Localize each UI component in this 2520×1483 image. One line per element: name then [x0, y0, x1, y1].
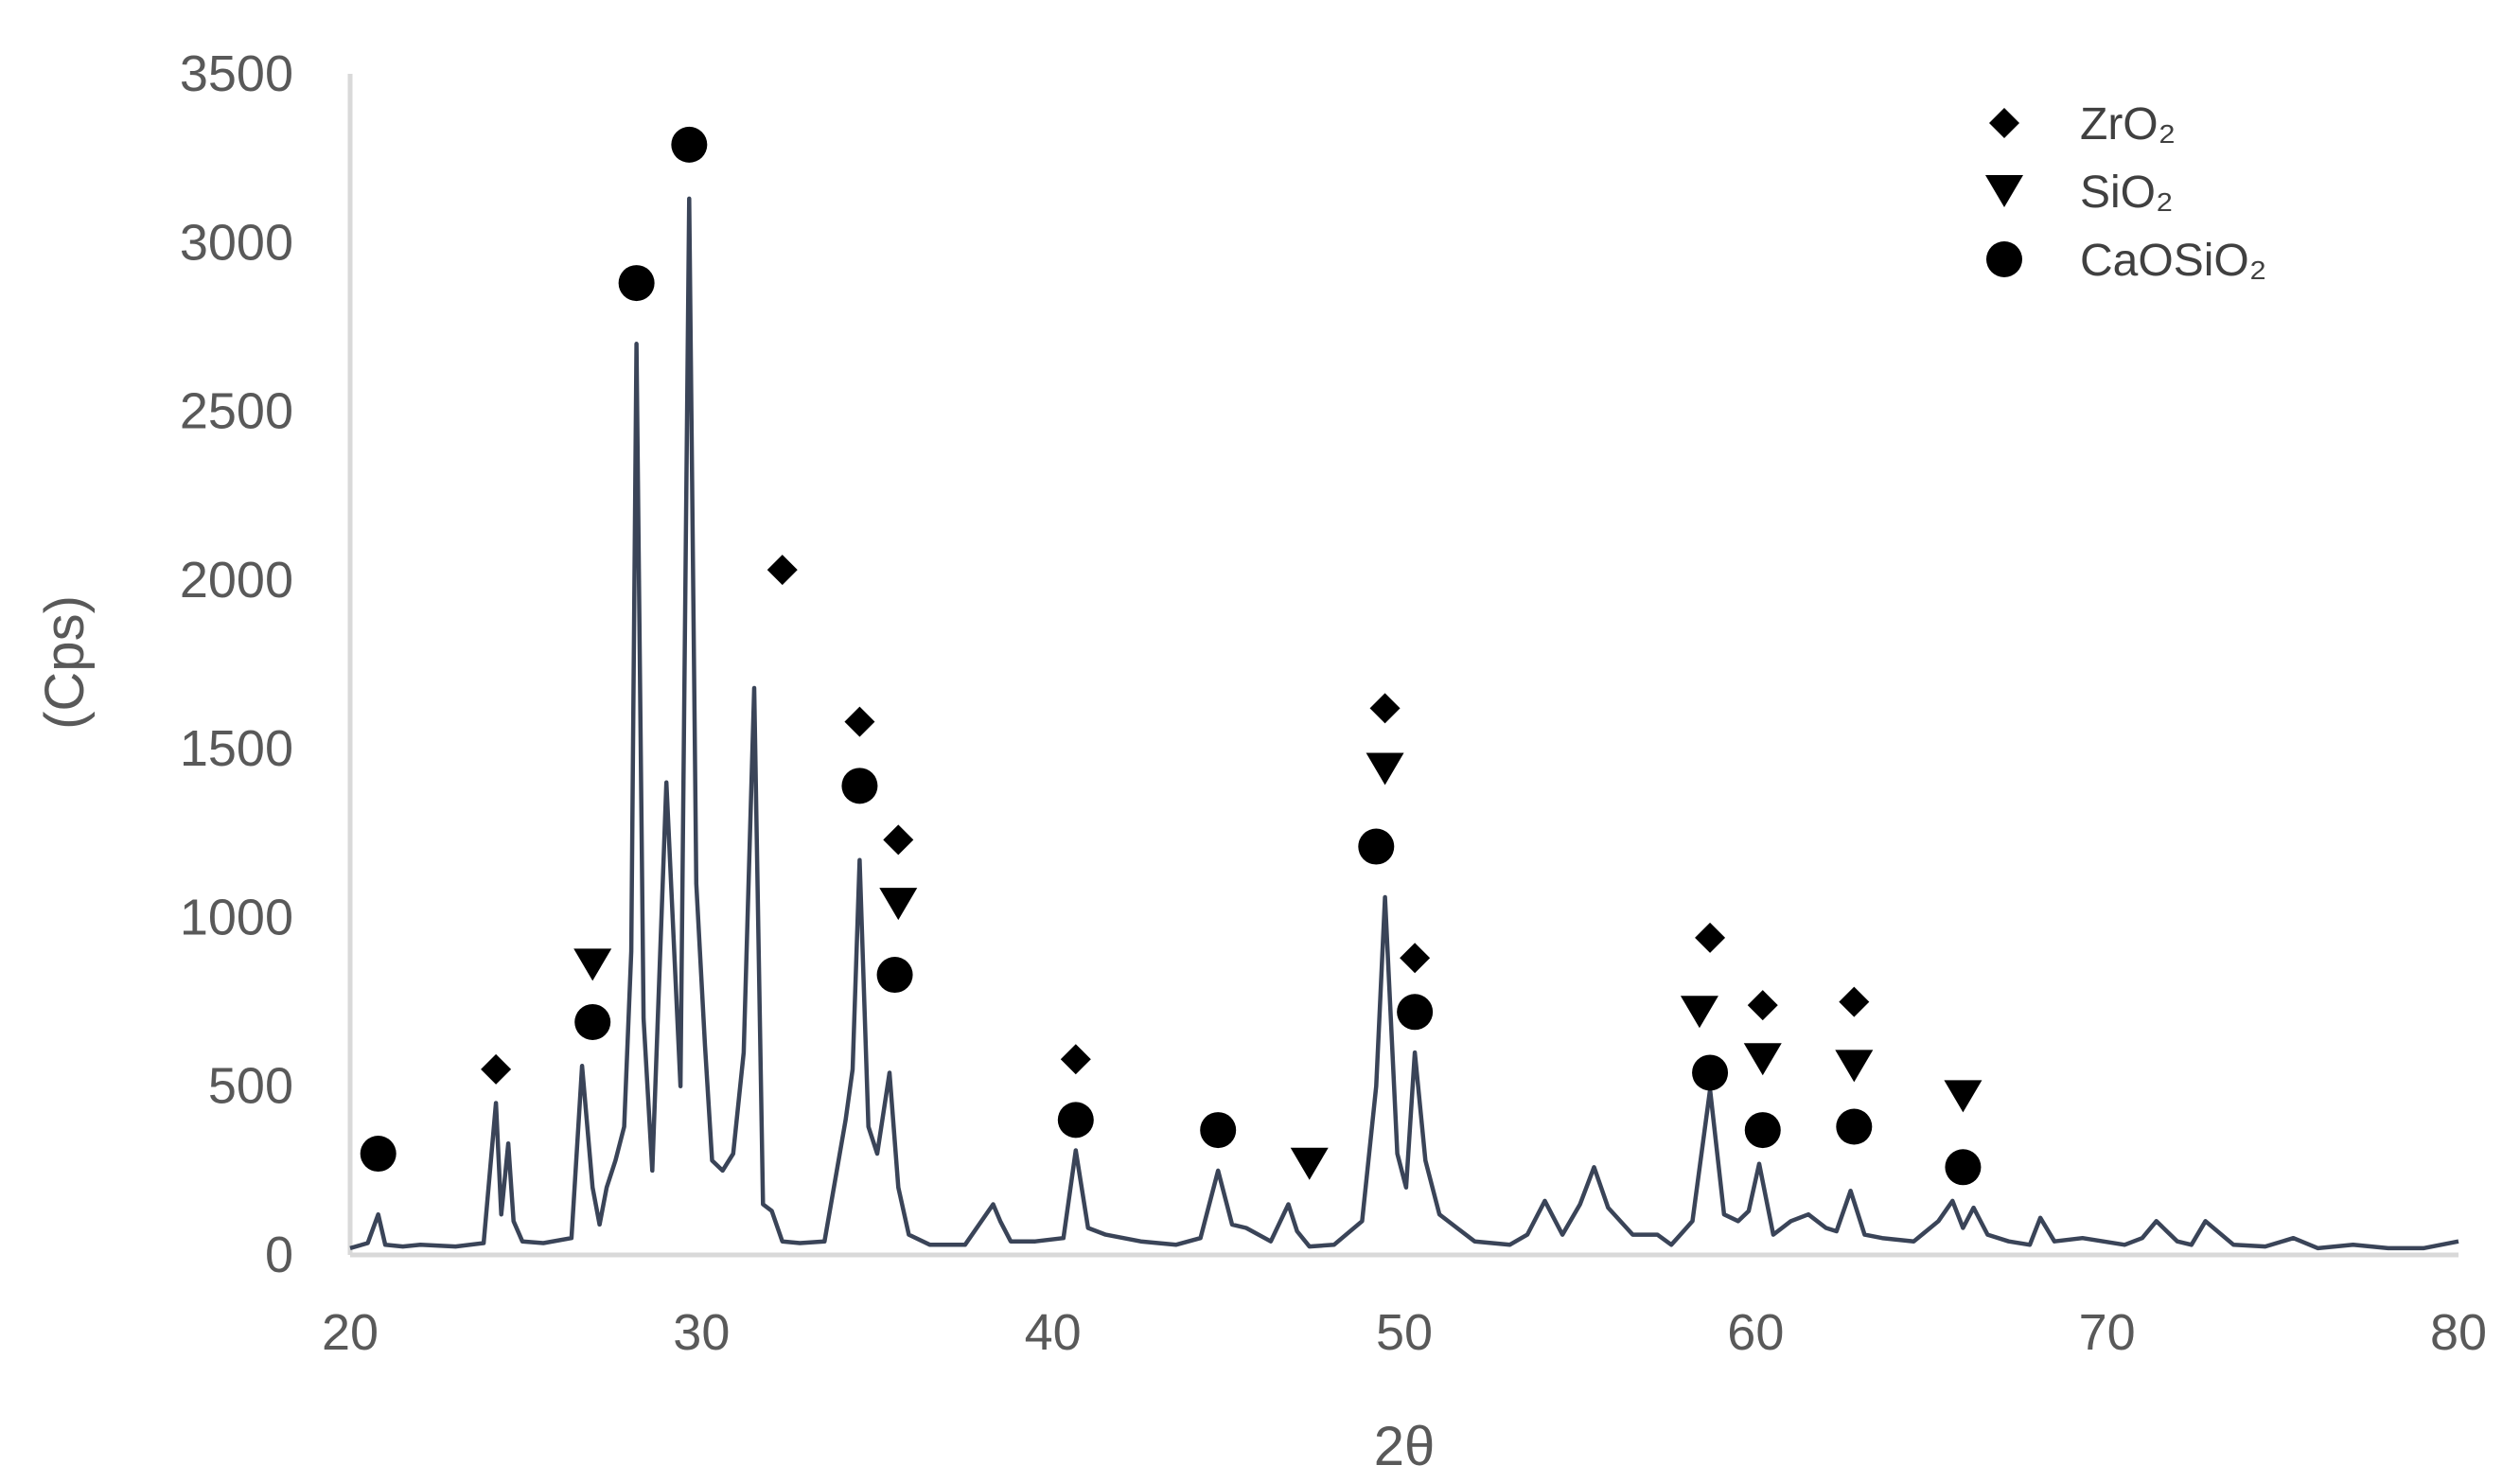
y-tick-label: 500	[208, 1058, 293, 1115]
diamond-peak-marker	[481, 1053, 512, 1085]
y-tick-labels: 0 500 1000 1500 2000 2500 3000 3500	[180, 45, 293, 1283]
axes	[347, 74, 2458, 1258]
triangle-down-peak-marker	[573, 948, 612, 981]
circle-peak-marker	[574, 1003, 611, 1040]
diamond-peak-marker	[1747, 990, 1778, 1021]
peak-markers	[360, 126, 1983, 1186]
x-tick-label: 70	[2079, 1304, 2136, 1361]
diamond-peak-marker	[1369, 693, 1401, 724]
legend-diamond-marker	[1989, 108, 2019, 138]
y-tick-label: 2500	[180, 383, 293, 440]
legend-label: SiO₂	[2080, 168, 2174, 218]
legend-label: CaOSiO₂	[2080, 236, 2266, 286]
triangle-down-peak-marker	[1835, 1050, 1874, 1083]
diamond-peak-marker	[883, 824, 914, 856]
circle-peak-marker	[1200, 1112, 1237, 1149]
legend-label: ZrO₂	[2080, 99, 2176, 150]
circle-peak-marker	[841, 768, 878, 804]
diamond-peak-marker	[767, 555, 798, 586]
y-tick-label: 1000	[180, 889, 293, 945]
y-tick-label: 1500	[180, 720, 293, 777]
legend: ZrO₂ SiO₂ CaOSiO₂	[1985, 99, 2266, 286]
triangle-down-peak-marker	[1290, 1147, 1329, 1180]
diamond-peak-marker	[1695, 922, 1726, 953]
y-tick-label: 2000	[180, 552, 293, 609]
x-axis-title: 2θ	[1374, 1416, 1436, 1477]
x-tick-labels: 20 30 40 50 60 70 80	[322, 1304, 2487, 1361]
series-layer	[349, 196, 2459, 1251]
diamond-peak-marker	[844, 706, 875, 737]
triangle-down-peak-marker	[1944, 1080, 1983, 1113]
circle-peak-marker	[876, 957, 913, 994]
circle-peak-marker	[1397, 994, 1434, 1031]
circle-peak-marker	[671, 126, 708, 163]
xrd-pattern-line	[349, 196, 2459, 1251]
circle-peak-marker	[1744, 1112, 1781, 1149]
circle-peak-marker	[618, 265, 655, 302]
triangle-down-peak-marker	[1366, 752, 1404, 786]
y-tick-label: 3000	[180, 214, 293, 271]
triangle-down-peak-marker	[1743, 1043, 1782, 1076]
x-tick-label: 30	[673, 1304, 730, 1361]
y-tick-label: 3500	[180, 45, 293, 102]
diamond-peak-marker	[1839, 986, 1870, 1017]
triangle-down-peak-marker	[1680, 996, 1718, 1029]
x-tick-label: 50	[1376, 1304, 1433, 1361]
circle-peak-marker	[1358, 828, 1395, 865]
x-tick-label: 40	[1025, 1304, 1082, 1361]
y-tick-label: 0	[265, 1227, 293, 1283]
x-tick-label: 20	[322, 1304, 379, 1361]
circle-peak-marker	[360, 1136, 397, 1173]
x-tick-label: 60	[1727, 1304, 1784, 1361]
circle-peak-marker	[1836, 1108, 1873, 1145]
triangle-down-peak-marker	[879, 888, 918, 921]
circle-peak-marker	[1945, 1149, 1982, 1186]
legend-circle-marker	[1986, 241, 2022, 277]
circle-peak-marker	[1692, 1054, 1729, 1091]
y-axis-title: (Cps)	[34, 595, 96, 730]
legend-triangle-down-marker	[1985, 175, 2023, 207]
x-tick-label: 80	[2430, 1304, 2487, 1361]
circle-peak-marker	[1057, 1102, 1094, 1139]
diamond-peak-marker	[1400, 943, 1431, 974]
diamond-peak-marker	[1060, 1044, 1091, 1075]
